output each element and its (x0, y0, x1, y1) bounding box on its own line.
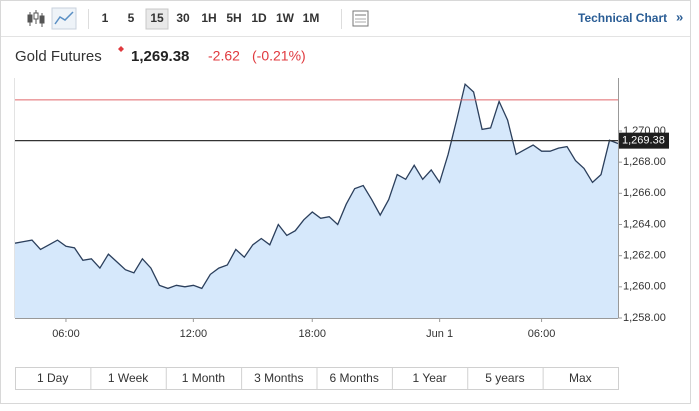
x-tick-label: 06:00 (528, 328, 556, 340)
last-price: 1,269.38 (131, 48, 189, 65)
x-tick-label: 06:00 (52, 328, 80, 340)
interval-button[interactable]: 15 (150, 11, 164, 25)
area-icon-button[interactable] (51, 7, 77, 30)
last-price-label: 1,269.38 (622, 135, 665, 147)
interval-button[interactable]: 5 (128, 11, 135, 25)
y-tick-label: 1,264.00 (623, 218, 666, 230)
interval-button[interactable]: 5H (226, 11, 241, 25)
range-button[interactable]: 3 Months (254, 371, 303, 385)
y-tick-label: 1,260.00 (623, 281, 666, 293)
range-button[interactable]: 5 years (485, 371, 524, 385)
interval-button[interactable]: 30 (176, 11, 190, 25)
y-tick-label: 1,268.00 (623, 156, 666, 168)
instrument-name: Gold Futures (15, 48, 102, 65)
price-change-pct: (-0.21%) (252, 48, 306, 64)
x-tick-label: 18:00 (298, 328, 326, 340)
range-button[interactable]: 6 Months (330, 371, 379, 385)
candlestick-icon[interactable] (27, 10, 45, 27)
range-button[interactable]: 1 Month (182, 371, 225, 385)
interval-button[interactable]: 1 (102, 11, 109, 25)
last-price-badge (619, 132, 669, 149)
range-button[interactable]: 1 Week (108, 371, 149, 385)
technical-chart-link[interactable]: Technical Chart (578, 11, 667, 25)
y-tick-label: 1,266.00 (623, 187, 666, 199)
price-line (14, 82, 619, 290)
interval-selected-bg (145, 8, 169, 30)
range-button[interactable]: 1 Year (413, 371, 447, 385)
range-button[interactable]: Max (569, 371, 592, 385)
interval-button[interactable]: 1H (201, 11, 216, 25)
x-tick-label: 12:00 (180, 328, 208, 340)
y-tick-label: 1,258.00 (623, 312, 666, 324)
price-change: -2.62 (208, 48, 240, 64)
interval-button[interactable]: 1M (303, 11, 320, 25)
settings-icon[interactable] (352, 10, 369, 27)
interval-button[interactable]: 1W (276, 11, 295, 25)
area-icon (54, 11, 74, 25)
interval-button[interactable]: 1D (251, 11, 267, 25)
alert-marker (118, 46, 124, 52)
area (15, 84, 618, 318)
x-tick-label: Jun 1 (426, 328, 453, 340)
link-icon[interactable]: » (676, 9, 683, 24)
range-button[interactable]: 1 Day (37, 371, 68, 385)
y-tick-label: 1,262.00 (623, 250, 666, 262)
